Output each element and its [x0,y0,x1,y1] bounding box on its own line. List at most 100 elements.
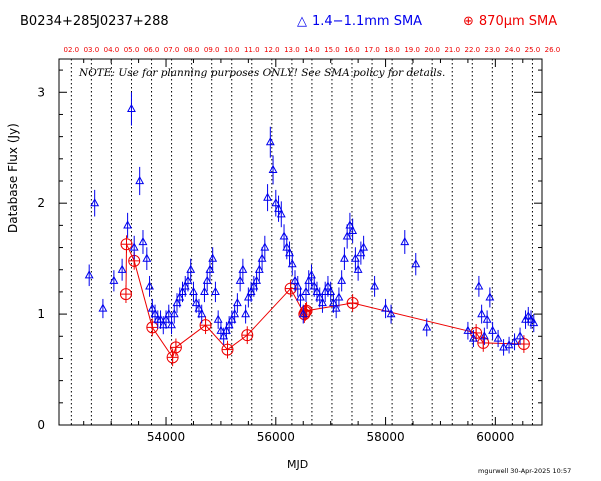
data-point-1mm [180,281,190,290]
data-point-1mm [205,264,215,273]
data-point-1mm [474,281,484,290]
data-point-870um [169,341,182,354]
legend-label-1mm: 1.4−1.1mm SMA [312,14,423,29]
data-point-1mm [268,164,278,174]
data-point-1mm [161,314,171,323]
top-axis-tick-label: 14.0 [304,46,320,54]
data-point-1mm [411,259,421,268]
data-point-1mm [227,314,237,323]
data-point-1mm [339,253,349,262]
data-point-1mm [274,203,283,212]
legend-item-1mm: △ 1.4−1.1mm SMA [297,14,422,29]
data-point-870um [146,321,159,334]
data-point-1mm [400,236,410,246]
top-axis-tick-label: 17.0 [364,46,380,54]
data-point-1mm [117,264,127,273]
data-point-1mm [183,275,193,284]
y-tick-label: 1 [37,307,45,321]
data-point-1mm [158,320,168,329]
data-point-870um [346,297,359,309]
top-axis-tick-label: 20.0 [424,46,440,54]
top-axis-tick-label: 19.0 [404,46,420,54]
data-point-870um [477,336,490,349]
data-point-1mm [249,281,259,290]
data-point-870um [241,329,254,342]
data-point-1mm [213,314,223,323]
data-point-1mm [290,275,300,284]
top-axis-tick-label: 04.0 [104,46,120,54]
data-point-1mm [326,286,336,296]
y-axis-label: Database Flux (Jy) [6,123,20,233]
data-point-870um [166,351,179,364]
top-axis-tick-label: 09.0 [204,46,220,54]
data-point-1mm [221,325,231,334]
data-point-1mm [210,286,220,296]
data-point-1mm [298,309,308,318]
plot-frame [58,58,543,426]
data-point-1mm [282,242,292,251]
data-point-1mm [337,275,347,284]
data-point-1mm [463,325,473,334]
data-point-1mm [312,286,322,296]
x-axis-label: MJD [287,458,309,471]
data-point-1mm [138,236,148,246]
x-tick-label: 56000 [257,430,295,444]
top-axis-tick-label: 05.0 [124,46,140,54]
data-point-1mm [235,275,245,284]
data-point-1mm [485,292,495,301]
top-axis-tick-label: 25.0 [525,46,541,54]
data-point-1mm [189,286,198,296]
data-point-1mm [523,311,533,320]
data-point-1mm [194,303,204,312]
data-point-1mm [216,325,226,334]
y-tick-label: 3 [37,85,45,99]
data-point-1mm [307,270,316,279]
data-point-1mm [232,297,242,307]
data-point-1mm [208,253,218,262]
data-point-1mm [252,275,262,284]
data-point-1mm [510,336,519,345]
data-point-1mm [359,242,369,251]
data-point-1mm [265,137,275,146]
data-point-1mm [142,253,152,262]
top-axis-tick-label: 02.0 [64,46,80,54]
y-tick-label: 2 [37,196,45,210]
axes: 02.0 03.0 04.0 05.0 06.0 07.0 08.0 09.0 10.0 11.0… [37,46,560,444]
data-point-1mm [529,317,539,327]
x-tick-label: 60000 [476,430,514,444]
data-point-1mm [301,286,311,296]
planning-note: NOTE: Use for planning purposes ONLY! Se… [79,67,446,79]
data-point-1mm [315,292,325,301]
data-point-1mm [169,309,179,318]
data-point-1mm [334,292,344,301]
data-point-1mm [127,103,136,113]
data-point-1mm [285,248,294,257]
data-point-1mm [309,281,319,290]
data-point-1mm [271,198,281,207]
top-axis-tick-label: 10.0 [224,46,240,54]
data-point-1mm [254,264,264,273]
top-axis-tick-label: 08.0 [184,46,200,54]
data-point-1mm [164,309,174,318]
data-point-1mm [150,309,160,318]
series-870um [119,235,530,367]
data-point-1mm [172,297,182,307]
data-point-1mm [186,264,196,273]
data-point-1mm [191,297,201,307]
data-point-1mm [129,242,139,251]
data-point-1mm [260,242,270,251]
data-point-1mm [287,259,297,268]
data-point-1mm [224,320,234,329]
data-point-1mm [488,325,498,334]
data-point-1mm [370,281,380,290]
data-point-1mm [178,286,187,296]
data-point-1mm [345,220,355,229]
data-point-1mm [257,253,267,262]
data-point-1mm [526,314,536,323]
data-point-1mm [386,309,396,318]
data-point-1mm [156,314,165,323]
data-point-1mm [328,297,338,307]
top-axis-tick-label: 13.0 [284,46,300,54]
data-point-1mm [241,309,251,318]
